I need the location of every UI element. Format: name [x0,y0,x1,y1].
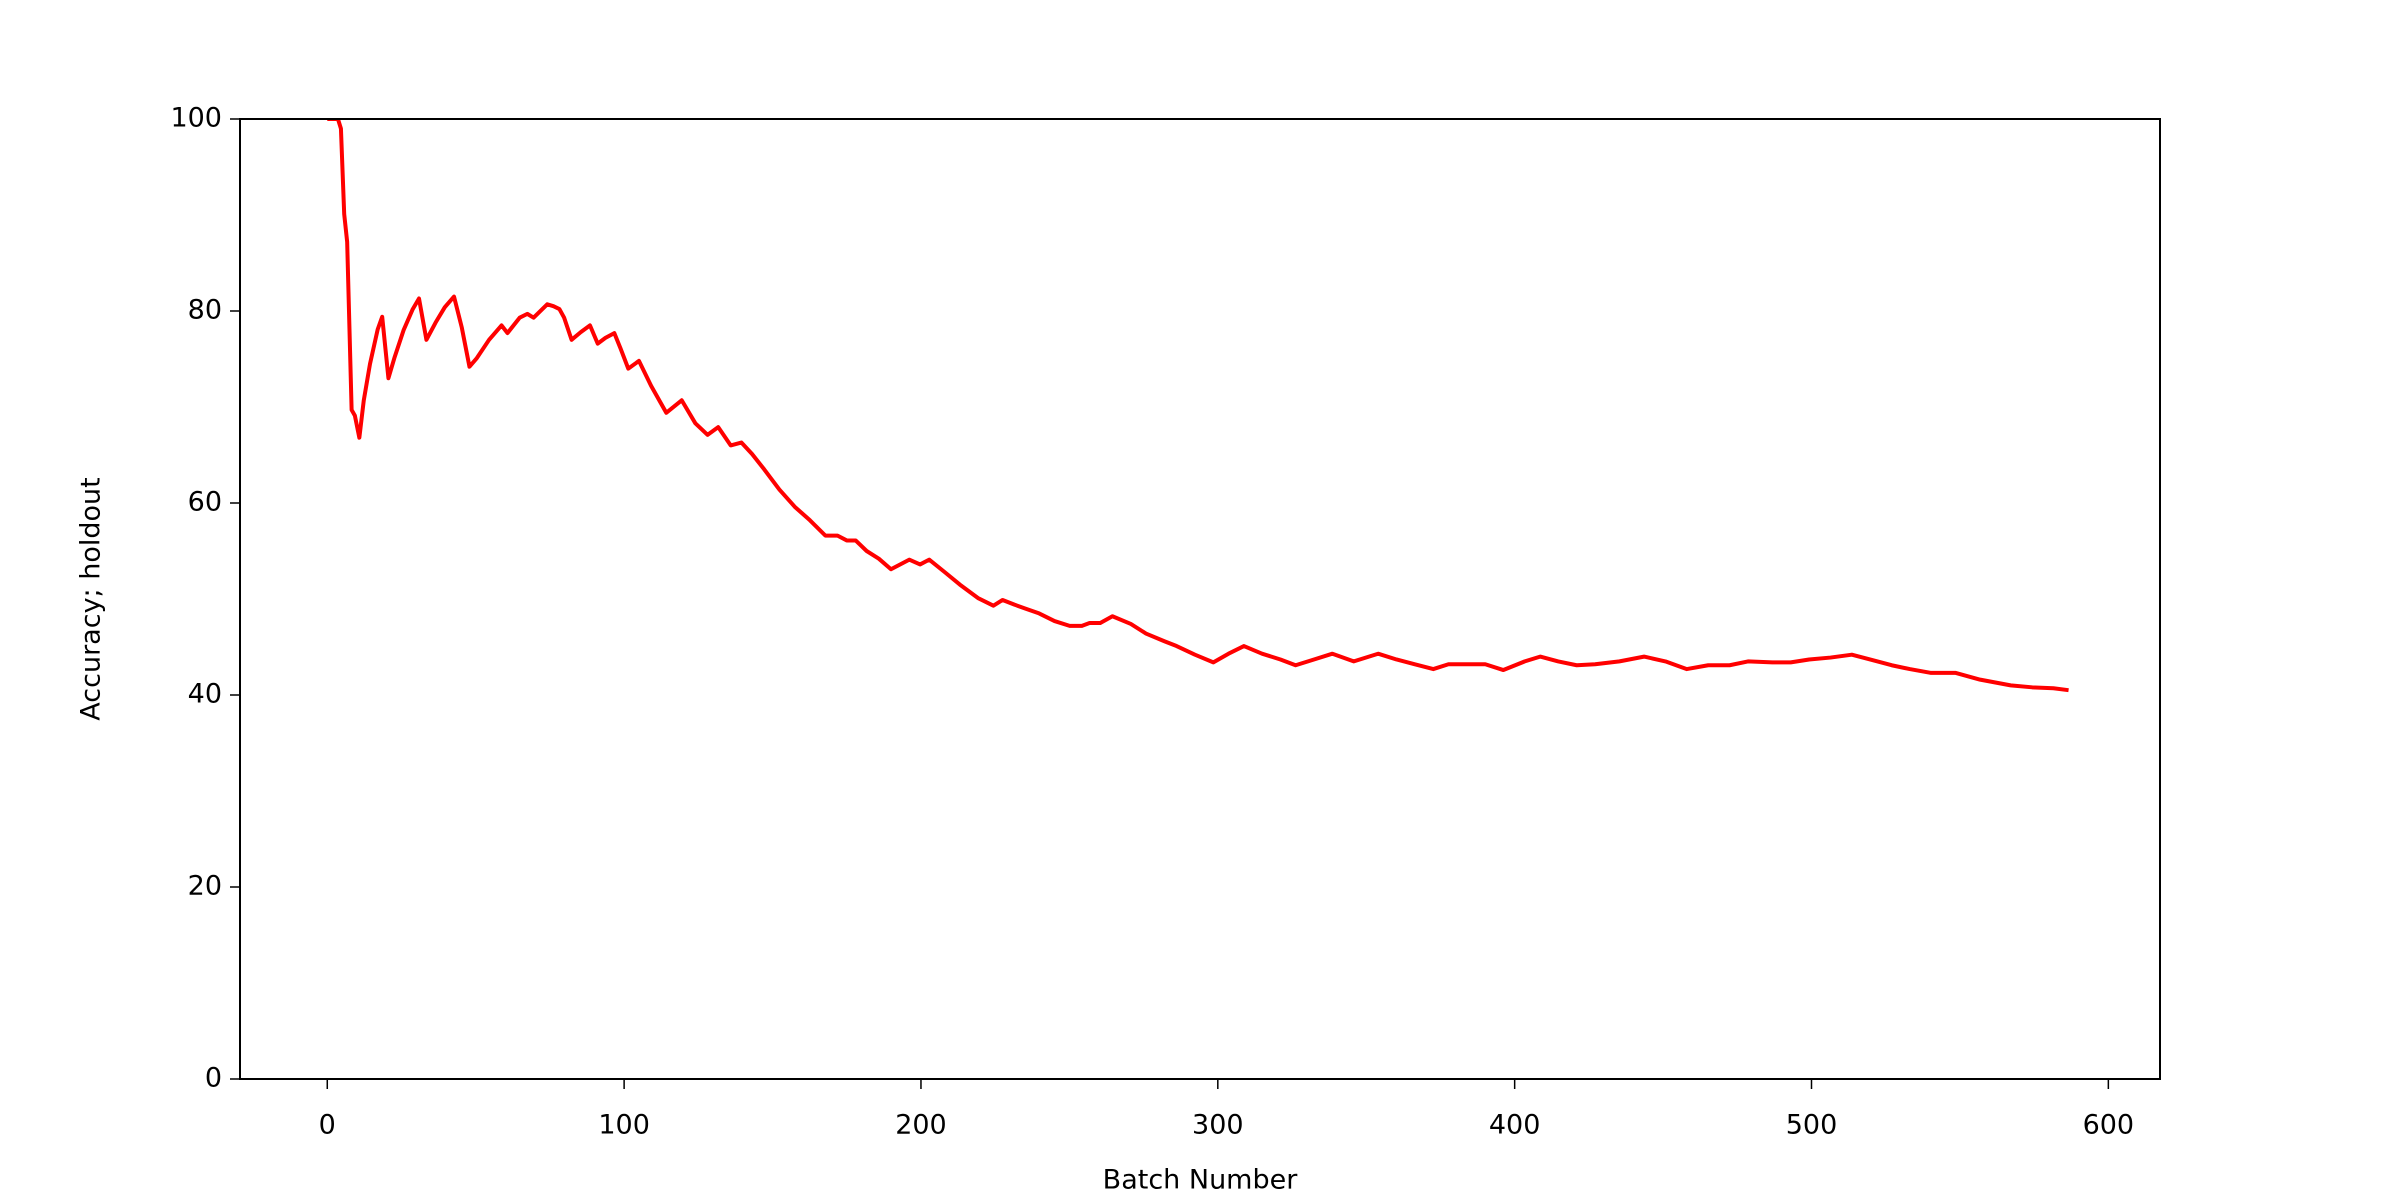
x-tick-label: 0 [319,1110,336,1141]
x-tick-label: 200 [895,1110,947,1141]
y-tick-label: 80 [188,295,222,326]
y-tick-label: 60 [188,487,222,518]
x-tick-label: 100 [598,1110,650,1141]
data-line [327,119,2069,693]
x-tick-label: 300 [1192,1110,1244,1141]
y-tick-label: 20 [188,871,222,902]
y-tick-label: 40 [188,679,222,710]
x-tick-label: 400 [1489,1110,1541,1141]
y-tick-label: 100 [170,103,222,134]
x-tick-label: 500 [1786,1110,1838,1141]
y-axis-label: Accuracy; holdout [76,477,107,720]
plot-frame [239,118,2161,1080]
x-axis-label: Batch Number [1103,1165,1299,1196]
x-tick-label: 600 [2083,1110,2135,1141]
y-tick-label: 0 [205,1063,222,1094]
